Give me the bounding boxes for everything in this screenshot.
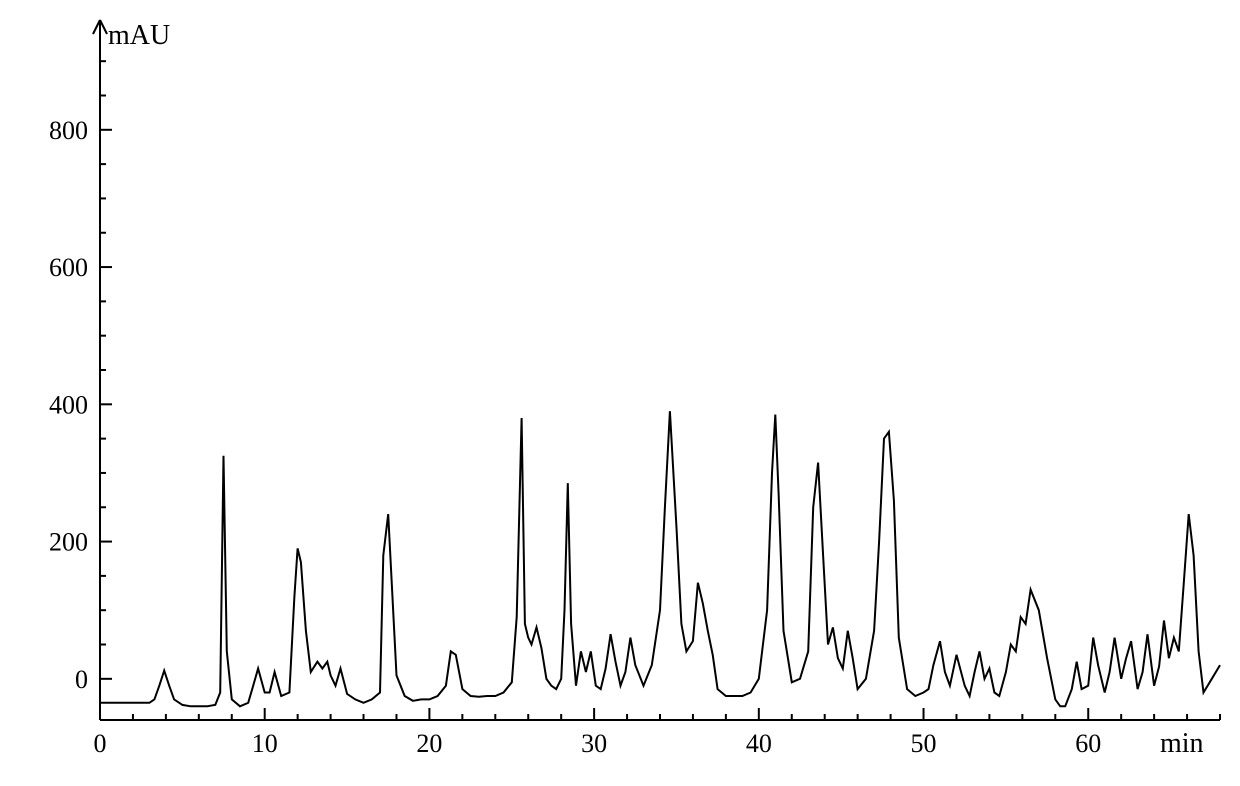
svg-text:60: 60 [1075, 729, 1101, 758]
chromatogram-chart: 0 200 400 600 800 0 10 20 30 40 50 60 mAU min [0, 0, 1240, 786]
svg-text:400: 400 [49, 390, 88, 419]
svg-text:mAU: mAU [108, 20, 170, 51]
svg-text:800: 800 [49, 116, 88, 145]
svg-text:0: 0 [75, 665, 88, 694]
svg-text:40: 40 [746, 729, 772, 758]
svg-text:0: 0 [94, 729, 107, 758]
chart-svg: 0 200 400 600 800 0 10 20 30 40 50 60 mAU min [0, 0, 1240, 786]
svg-text:20: 20 [416, 729, 442, 758]
svg-text:50: 50 [911, 729, 937, 758]
svg-text:30: 30 [581, 729, 607, 758]
svg-text:600: 600 [49, 253, 88, 282]
svg-text:min: min [1160, 728, 1204, 759]
svg-text:200: 200 [49, 528, 88, 557]
svg-text:10: 10 [252, 729, 278, 758]
